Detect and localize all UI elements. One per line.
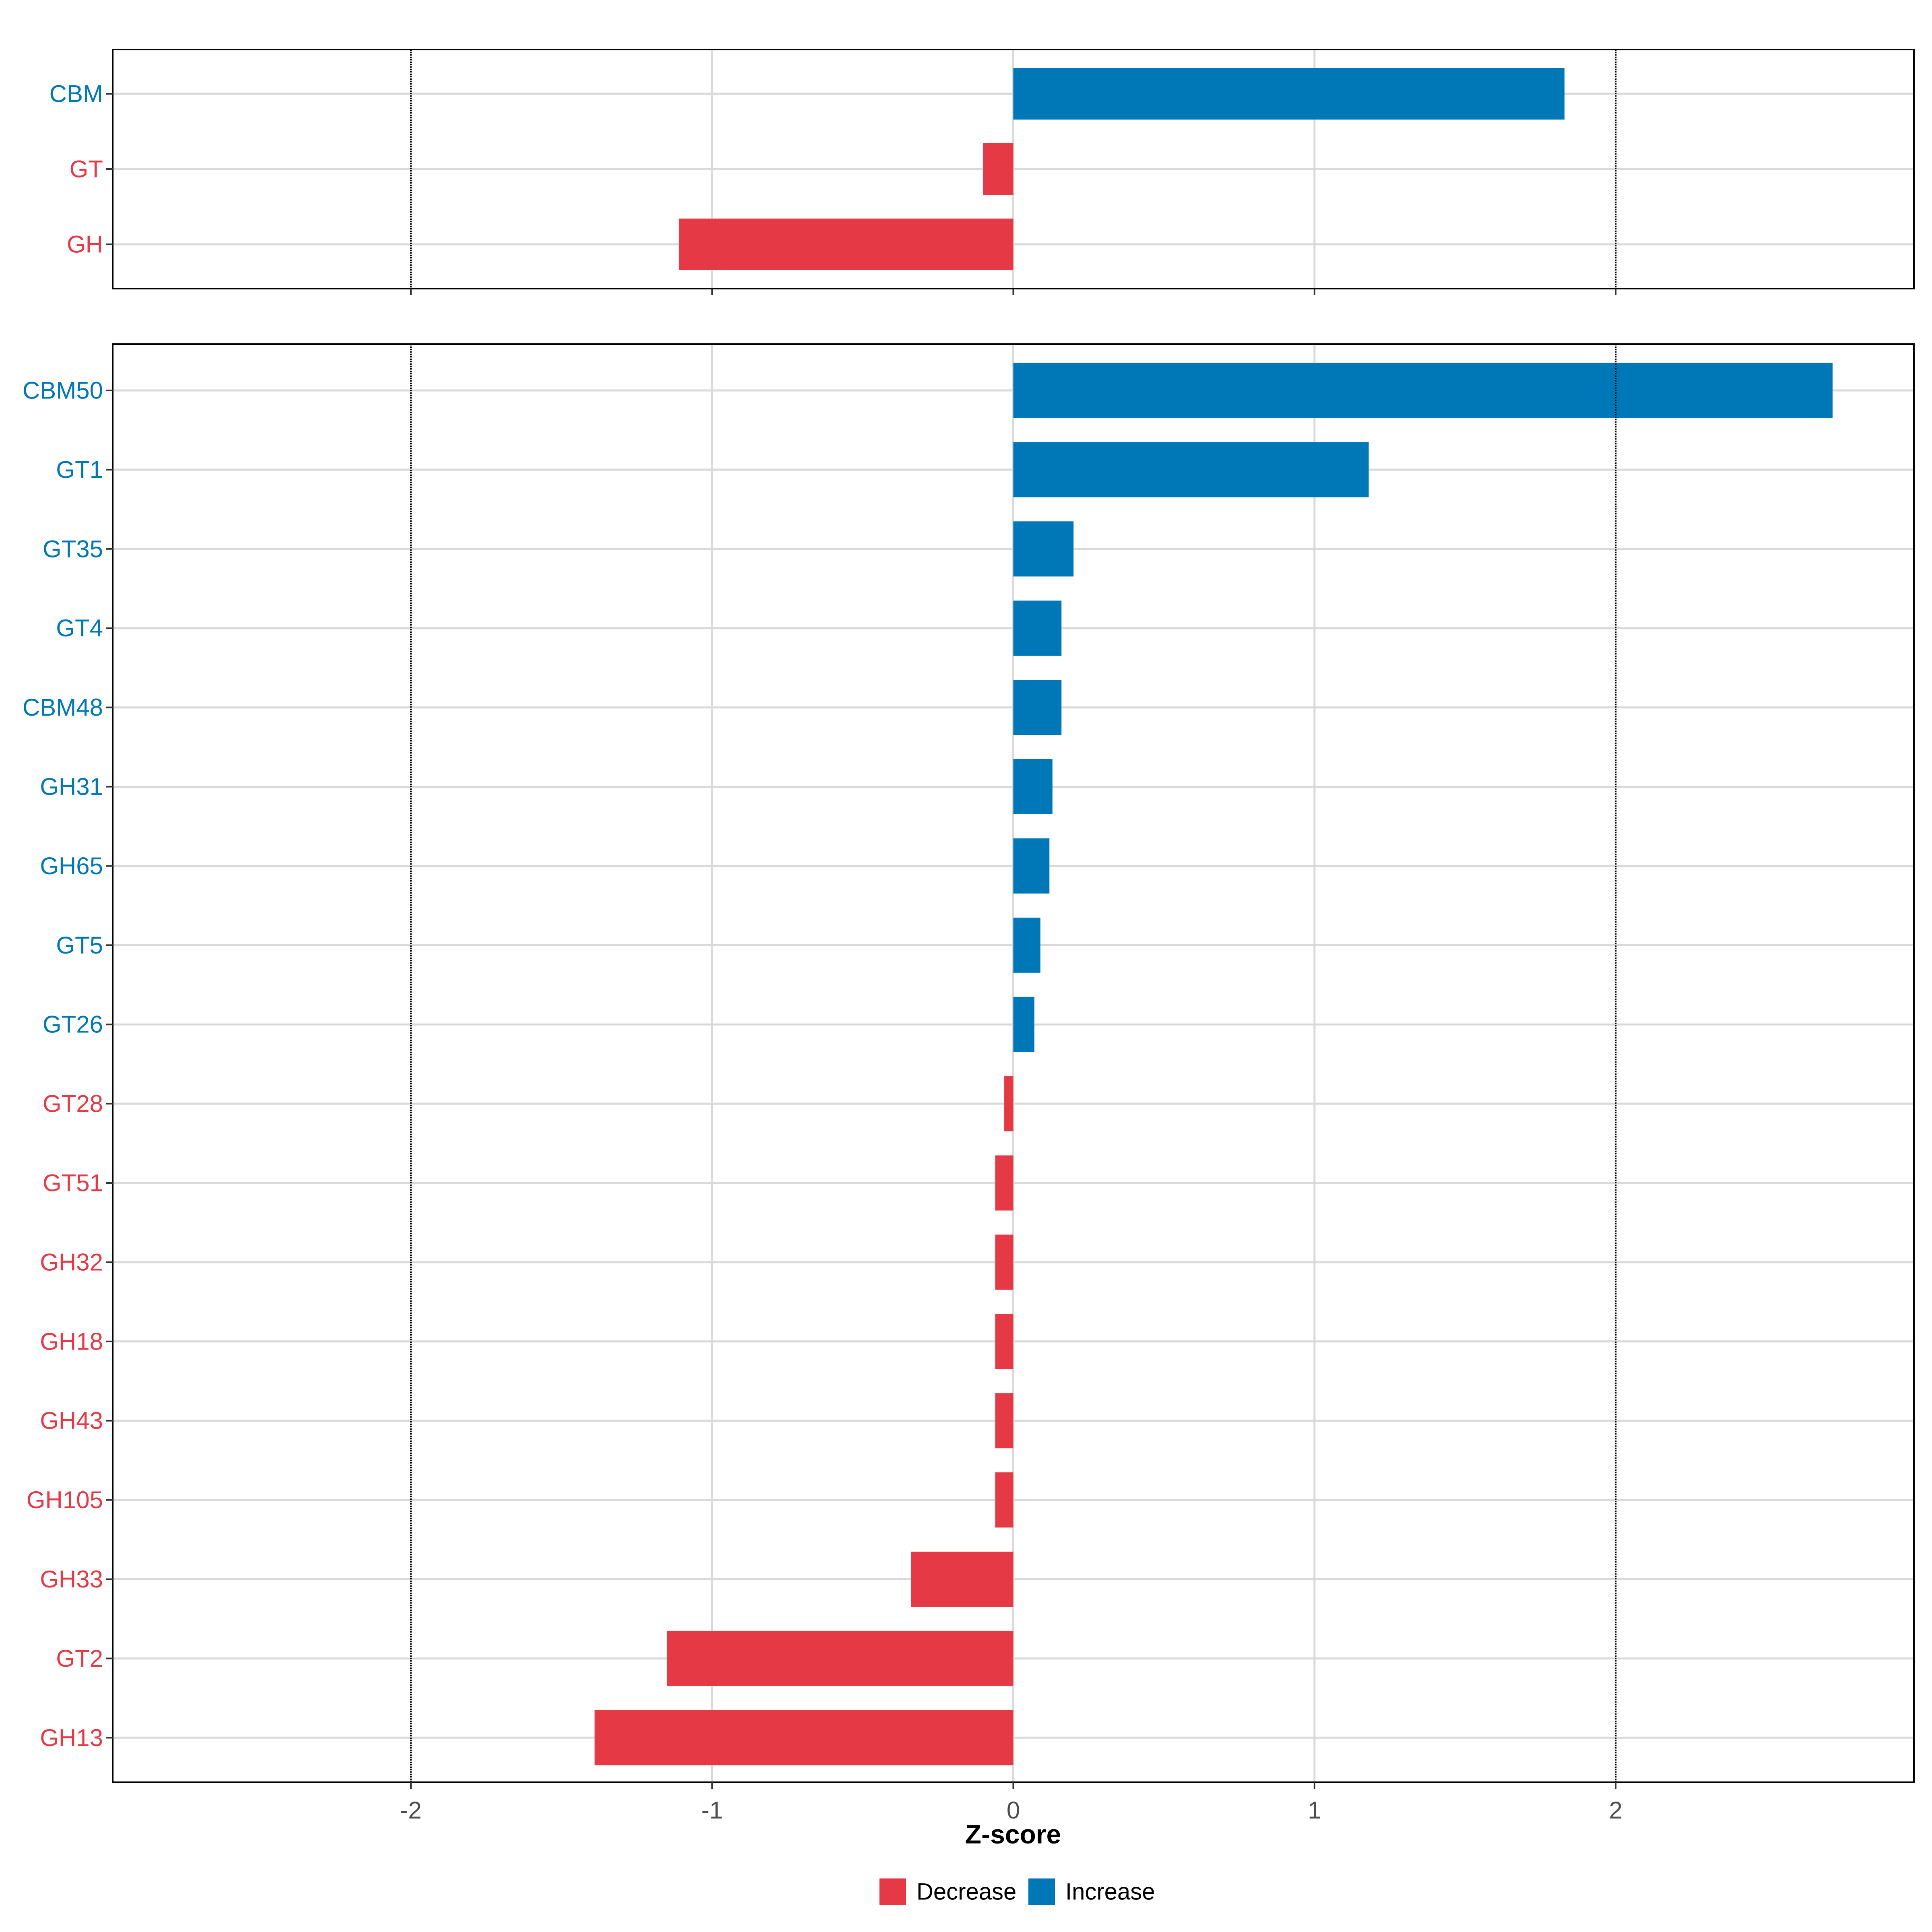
- x-tick-label: 1: [1308, 1797, 1321, 1824]
- bar-gt2: [667, 1631, 1013, 1686]
- legend-key-decrease: [879, 1878, 906, 1905]
- legend-label-decrease: Decrease: [916, 1879, 1016, 1905]
- bar-gh33: [911, 1552, 1013, 1607]
- bar-gh65: [1013, 838, 1050, 894]
- legend: Decrease Increase: [879, 1878, 1155, 1905]
- bar-gh43: [995, 1393, 1013, 1449]
- bar-gh105: [995, 1472, 1013, 1528]
- bar-gt4: [1013, 601, 1062, 656]
- bar-gh13: [594, 1710, 1013, 1765]
- category-label: GH105: [27, 1486, 103, 1513]
- category-label: GH33: [40, 1566, 103, 1593]
- category-label: GH43: [40, 1407, 103, 1434]
- category-label: CBM48: [23, 694, 103, 721]
- bar-cbm: [1013, 68, 1565, 120]
- bar-gh31: [1013, 759, 1053, 814]
- category-label: GH32: [40, 1249, 103, 1276]
- x-tick-label: -1: [701, 1797, 722, 1824]
- x-tick-label: 2: [1609, 1797, 1622, 1824]
- category-label: GT4: [56, 615, 103, 642]
- x-tick-label: 0: [1007, 1797, 1020, 1824]
- bar-gt35: [1013, 521, 1074, 577]
- category-label: GT1: [56, 456, 103, 483]
- category-label: GH13: [40, 1724, 103, 1751]
- x-axis-title: Z-score: [965, 1819, 1061, 1849]
- category-label: GH: [67, 231, 103, 258]
- bar-gt26: [1013, 997, 1034, 1052]
- category-label: GT2: [56, 1645, 103, 1672]
- category-label: GH65: [40, 852, 103, 879]
- top-panel: CBM GT GH: [50, 49, 1915, 295]
- bar-cbm50: [1013, 363, 1833, 418]
- bottom-panel: CBM50 GT1 GT35 GT4 CBM48 GH31 GH65 GT5 GT26 GT28 G…: [23, 343, 1915, 1824]
- category-label: CBM: [50, 80, 103, 107]
- bar-gh32: [995, 1234, 1013, 1290]
- bar-gt: [983, 143, 1013, 195]
- category-label: GT28: [43, 1090, 103, 1117]
- x-tick-label: -2: [400, 1797, 421, 1824]
- category-label: GT51: [43, 1170, 103, 1197]
- bar-gt28: [1004, 1076, 1013, 1131]
- bar-gt51: [995, 1155, 1013, 1211]
- bar-cbm48: [1013, 680, 1062, 735]
- category-label: GT: [70, 156, 103, 183]
- category-label: GT35: [43, 535, 103, 562]
- legend-key-increase: [1028, 1878, 1055, 1905]
- category-label: GH31: [40, 773, 103, 800]
- category-label: GT5: [56, 932, 103, 959]
- bar-gh: [679, 219, 1013, 270]
- category-label: GH18: [40, 1328, 103, 1355]
- bar-gt5: [1013, 917, 1040, 973]
- category-label: GT26: [43, 1011, 103, 1038]
- bar-gh18: [995, 1314, 1013, 1369]
- legend-label-increase: Increase: [1065, 1879, 1155, 1905]
- bar-gt1: [1013, 442, 1369, 497]
- category-label: CBM50: [23, 377, 103, 404]
